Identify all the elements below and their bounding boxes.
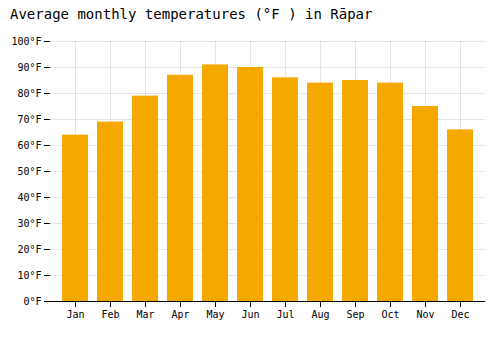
svg-text:Jun: Jun — [241, 309, 259, 320]
svg-text:Dec: Dec — [451, 309, 469, 320]
svg-text:Aug: Aug — [311, 309, 329, 320]
svg-text:Sep: Sep — [346, 309, 364, 320]
svg-text:Oct: Oct — [381, 309, 399, 320]
svg-text:60°F: 60°F — [17, 140, 41, 151]
svg-text:Apr: Apr — [171, 309, 189, 320]
svg-text:Feb: Feb — [101, 309, 119, 320]
svg-text:Mar: Mar — [136, 309, 154, 320]
svg-text:50°F: 50°F — [17, 166, 41, 177]
svg-text:30°F: 30°F — [17, 218, 41, 229]
svg-text:90°F: 90°F — [17, 62, 41, 73]
svg-text:Nov: Nov — [416, 309, 434, 320]
svg-text:Jul: Jul — [276, 309, 294, 320]
svg-text:Jan: Jan — [66, 309, 84, 320]
svg-text:40°F: 40°F — [17, 192, 41, 203]
svg-text:10°F: 10°F — [17, 270, 41, 281]
html-text:Average monthly temperatures (: Average monthly temperatures (°F ) in Rā… — [10, 6, 373, 22]
svg-text:20°F: 20°F — [17, 244, 41, 255]
svg-text:80°F: 80°F — [17, 88, 41, 99]
svg-text:100°F: 100°F — [11, 36, 41, 47]
svg-text:May: May — [206, 309, 224, 320]
svg-text:0°F: 0°F — [23, 296, 41, 307]
svg-text:70°F: 70°F — [17, 114, 41, 125]
